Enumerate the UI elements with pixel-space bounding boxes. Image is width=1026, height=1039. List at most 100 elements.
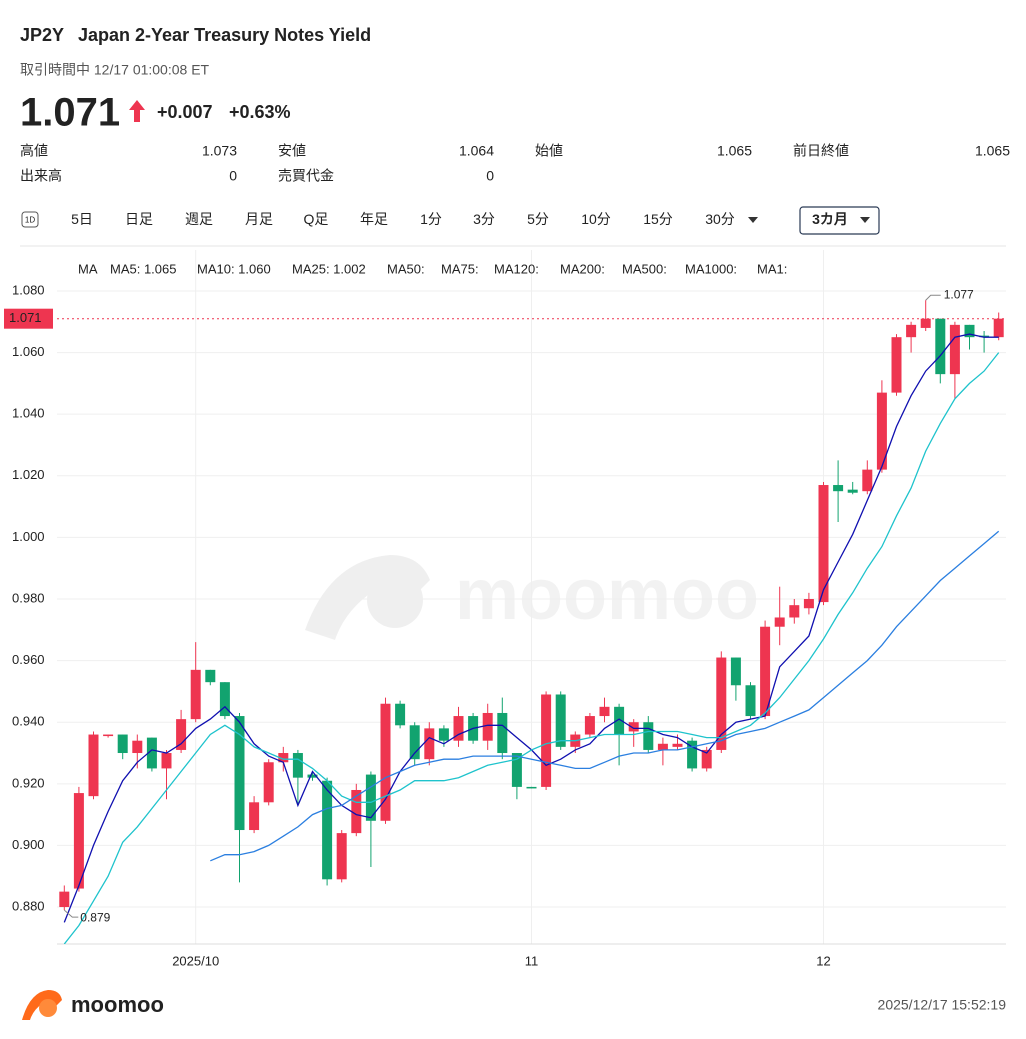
- candle-body: [453, 716, 464, 741]
- y-tick-label: 1.060: [12, 344, 45, 359]
- min-annotation: 0.879: [80, 910, 110, 924]
- tab-label: 15分: [643, 211, 673, 227]
- tab-label: 1D: [25, 216, 35, 225]
- candle-body: [176, 719, 187, 750]
- tab[interactable]: 月足: [245, 211, 273, 227]
- tab-label: 3カ月: [812, 211, 848, 227]
- tab[interactable]: 日足: [125, 211, 153, 227]
- tab[interactable]: 5分: [527, 211, 549, 227]
- candle-body: [322, 780, 333, 880]
- tab[interactable]: 30分: [705, 211, 758, 227]
- y-tick-label: 0.920: [12, 775, 45, 790]
- y-tick-label: 0.960: [12, 652, 45, 667]
- tab-icon: [21, 211, 39, 228]
- candle-body: [657, 743, 668, 750]
- x-tick-label: 11: [525, 953, 539, 968]
- ma-lines: [63, 333, 1000, 944]
- candle-body: [789, 605, 800, 618]
- ma-line: [63, 352, 1000, 944]
- legend-entry: MA200:: [560, 261, 605, 276]
- dropdown-caret: [748, 217, 758, 223]
- tab[interactable]: 15分: [643, 211, 673, 227]
- candle-body: [511, 753, 522, 787]
- change: +0.007: [157, 102, 213, 122]
- candle-body: [672, 743, 683, 747]
- tab-label: 3分: [473, 211, 495, 227]
- candle-body: [833, 485, 844, 492]
- candle-body: [628, 722, 639, 732]
- candle-body: [117, 734, 128, 754]
- candle-body: [219, 682, 230, 717]
- max-annotation-line: [925, 294, 941, 301]
- candle-body: [234, 716, 245, 831]
- candle-body: [862, 469, 873, 492]
- y-tick-label: 0.940: [12, 714, 45, 729]
- tab[interactable]: 3分: [473, 211, 495, 227]
- candle-body: [935, 318, 946, 375]
- candle-body: [745, 685, 756, 717]
- candle-body: [88, 734, 99, 797]
- tab-label: 30分: [705, 211, 735, 227]
- tab-label: 10分: [581, 211, 611, 227]
- x-tick-label: 2025/10: [172, 953, 219, 968]
- candle-body: [263, 762, 274, 803]
- tab-label: 年足: [360, 211, 388, 227]
- tab[interactable]: 1分: [420, 211, 442, 227]
- candle-body: [365, 774, 376, 821]
- tab[interactable]: 週足: [185, 211, 213, 227]
- y-tick-label: 1.020: [12, 467, 45, 482]
- last-price-tag: [4, 308, 53, 329]
- stat-value: 0: [229, 168, 237, 184]
- change-percent: +0.63%: [229, 102, 291, 122]
- candle-body: [307, 774, 318, 778]
- stat-value: 0: [486, 168, 494, 184]
- legend-entry: MA10: 1.060: [197, 261, 271, 276]
- stat-label: 前日終値: [793, 143, 849, 159]
- stat-value: 1.064: [459, 143, 494, 159]
- candle-body: [482, 712, 493, 741]
- candle-body: [103, 734, 114, 737]
- candle-body: [949, 324, 960, 375]
- candle-body: [979, 335, 990, 338]
- watermark: moomoo: [455, 555, 759, 635]
- tab[interactable]: 10分: [581, 211, 611, 227]
- y-tick-label: 1.040: [12, 406, 45, 421]
- stat-value: 1.073: [202, 143, 237, 159]
- candle-body: [409, 725, 420, 760]
- tab-label: 日足: [125, 211, 153, 227]
- candle-body: [891, 337, 902, 393]
- last-price-label: 1.071: [9, 310, 42, 325]
- stat-label: 高値: [20, 143, 48, 159]
- stat-label: 安値: [278, 143, 306, 159]
- tab[interactable]: 年足: [360, 211, 388, 227]
- tab-selected-box: [799, 206, 880, 235]
- up-arrow: [129, 100, 145, 122]
- legend-entry: MA75:: [441, 261, 479, 276]
- tab[interactable]: 1D: [21, 211, 39, 228]
- price: 1.071: [20, 91, 120, 135]
- tab[interactable]: 3カ月: [799, 206, 880, 235]
- candle-body: [73, 793, 84, 889]
- candle-body: [161, 753, 172, 769]
- candle-body: [993, 318, 1004, 338]
- legend-entry: MA50:: [387, 261, 425, 276]
- tab-label: 月足: [245, 211, 273, 227]
- candle-body: [249, 802, 260, 831]
- tab[interactable]: Q足: [304, 211, 329, 227]
- tab[interactable]: 5日: [71, 211, 93, 227]
- candle-body: [395, 703, 406, 726]
- candle-body: [292, 753, 303, 778]
- candle-body: [716, 657, 727, 750]
- candle-body: [336, 833, 347, 880]
- candle-body: [278, 753, 289, 763]
- tab-label: Q足: [304, 211, 329, 227]
- symbol: JP2Y: [20, 25, 64, 45]
- candle-body: [205, 669, 216, 683]
- candle-body: [643, 722, 654, 750]
- plot: [57, 250, 1006, 945]
- stat-value: 1.065: [975, 143, 1010, 159]
- ma-line: [210, 530, 1000, 862]
- candle-body: [599, 706, 610, 717]
- candle-body: [497, 712, 508, 754]
- min-annotation-line: [63, 909, 79, 918]
